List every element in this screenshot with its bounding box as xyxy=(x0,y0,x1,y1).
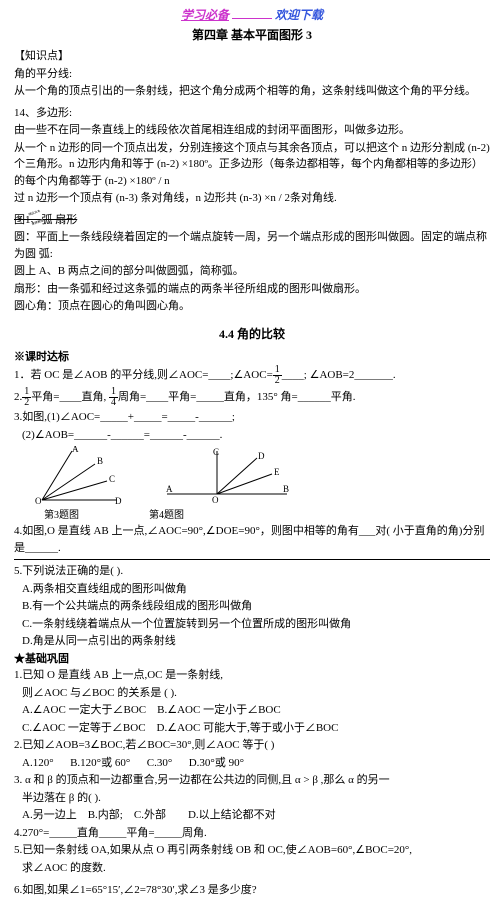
polygon-title: 14、多边形: xyxy=(14,105,490,122)
q3a: 3.如图,(1)∠AOC=_____+_____=_____-______; xyxy=(14,409,490,426)
fig4-label: 第4题图 xyxy=(149,508,184,523)
svg-text:A: A xyxy=(72,446,79,454)
b3-d: D.以上结论都不对 xyxy=(188,809,276,821)
b3b: 半边落在 β 的( ). xyxy=(22,790,490,807)
b3-opts: A.另一边上 B.内部; C.外部 D.以上结论都不对 xyxy=(22,807,490,824)
chapter-title: 第四章 基本平面图形 3 xyxy=(14,26,490,44)
figure-row: O A B C D A O B C D E xyxy=(32,446,490,506)
b4: 4.270°=_____直角_____平角=_____周角. xyxy=(14,825,490,842)
svg-text:B: B xyxy=(283,484,289,494)
angle-bisector-text: 从一个角的顶点引出的一条射线，把这个角分成两个相等的角，这条射线叫做这个角的平分… xyxy=(14,83,490,100)
fraction-half-icon: 12 xyxy=(273,365,282,386)
b2-opts: A.120° B.120°或 60° C.30° D.30°或 90° xyxy=(22,755,490,772)
goal-heading: ※课时达标 xyxy=(14,349,490,366)
b1-line: 则∠AOC 与∠BOC 的关系是 ( ). xyxy=(22,685,490,702)
basic-heading: ★基础巩固 xyxy=(14,651,490,668)
polygon-p3: 过 n 边形一个顶点有 (n-3) 条对角线，n 边形共 (n-3) ×n / … xyxy=(14,190,490,207)
svg-text:E: E xyxy=(274,467,280,477)
q5d: D.角是从同一点引出的两条射线 xyxy=(22,633,490,650)
q4: 4.如图,O 是直线 AB 上一点,∠AOC=90°,∠DOE=90°，则图中相… xyxy=(14,523,490,556)
b5b: 求∠AOC 的度数. xyxy=(22,860,490,877)
divider xyxy=(14,559,490,560)
b1a: A.∠AOC 一定大于∠BOC xyxy=(22,704,146,716)
svg-text:O: O xyxy=(212,495,219,505)
b3a: 3. α 和 β 的顶点和一边都重合,另一边都在公共边的同侧,且 α > β ,… xyxy=(14,772,490,789)
b2d: D.30°或 90° xyxy=(189,757,244,769)
q2-b: 平角=____直角, xyxy=(31,391,109,403)
b1-opts2: C.∠AOC 一定等于∠BOC D.∠AOC 可能大于,等于或小于∠BOC xyxy=(22,720,490,737)
circle-title: 图1、弧 扇形 xyxy=(14,212,490,229)
svg-text:A: A xyxy=(166,484,173,494)
angle-bisector-title: 角的平分线: xyxy=(14,66,490,83)
b2c: C.30° xyxy=(147,757,173,769)
page-header: 学习必备 欢迎下载 第四章 基本平面图形 3 xyxy=(14,6,490,44)
svg-text:O: O xyxy=(35,496,42,506)
circle-p2: 圆上 A、B 两点之间的部分叫做圆弧，简称弧。 xyxy=(14,263,490,280)
svg-text:D: D xyxy=(258,451,265,461)
b3-c: C.外部 xyxy=(134,809,166,821)
b2b: B.120°或 60° xyxy=(70,757,130,769)
polygon-p1: 由一些不在同一条直线上的线段依次首尾相连组成的封闭平面图形，叫做多边形。 xyxy=(14,122,490,139)
q2: 2.12平角=____直角, 14周角=____平角=_____直角，135° … xyxy=(14,387,490,408)
figure-4: A O B C D E xyxy=(162,446,292,506)
fraction-quarter-icon: 14 xyxy=(109,387,118,408)
q5c: C.一条射线绕着端点从一个位置旋转到另一个位置所成的图形叫做角 xyxy=(22,616,490,633)
b2a: A.120° xyxy=(22,757,54,769)
b1b: B.∠AOC 一定小于∠BOC xyxy=(157,704,281,716)
link-study[interactable]: 学习必备 xyxy=(181,8,229,22)
q1-text-a: 1．若 OC 是∠AOB 的平分线,则∠AOC=____;∠AOC= xyxy=(14,369,273,381)
svg-text:D: D xyxy=(115,496,122,506)
svg-text:C: C xyxy=(109,474,115,484)
figure-labels: 第3题图 第4题图 xyxy=(44,508,490,523)
q1-text-b: ____; ∠AOB=2_______. xyxy=(282,369,396,381)
b1: 1.已知 O 是直线 AB 上一点,OC 是一条射线, xyxy=(14,667,490,684)
svg-text:B: B xyxy=(97,456,103,466)
lesson-title: 4.4 角的比较 xyxy=(14,325,490,343)
b3-a: A.另一边上 xyxy=(22,809,77,821)
b3-b: B.内部; xyxy=(88,809,123,821)
link-download[interactable]: 欢迎下载 xyxy=(275,8,323,22)
b5a: 5.已知一条射线 OA,如果从点 O 再引两条射线 OB 和 OC,使∠AOB=… xyxy=(14,842,490,859)
b1-opts: A.∠AOC 一定大于∠BOC B.∠AOC 一定小于∠BOC xyxy=(22,702,490,719)
circle-p3: 扇形：由一条弧和经过这条弧的端点的两条半径所组成的图形叫做扇形。 xyxy=(14,281,490,298)
q3b: (2)∠AOB=______-______=______-______. xyxy=(22,427,490,444)
b1d: D.∠AOC 可能大于,等于或小于∠BOC xyxy=(157,722,339,734)
b1c: C.∠AOC 一定等于∠BOC xyxy=(22,722,146,734)
header-links: 学习必备 欢迎下载 xyxy=(14,6,490,24)
b6: 6.如图,如果∠1=65°15′,∠2=78°30′,求∠3 是多少度? xyxy=(14,882,490,899)
q5a: A.两条相交直线组成的图形叫做角 xyxy=(22,581,490,598)
circle-p1: 圆：平面上一条线段绕着固定的一个端点旋转一周，另一个端点形成的图形叫做圆。固定的… xyxy=(14,229,490,262)
figure-3: O A B C D xyxy=(32,446,122,506)
polygon-p2: 从一个 n 边形的同一个顶点出发，分别连接这个顶点与其余各顶点，可以把这个 n … xyxy=(14,140,490,190)
circle-p4: 圆心角：顶点在圆心的角叫圆心角。 xyxy=(14,298,490,315)
b2: 2.已知∠AOB=3∠BOC,若∠BOC=30°,则∠AOC 等于( ) xyxy=(14,737,490,754)
knowledge-heading: 【知识点】 xyxy=(14,48,490,65)
svg-text:C: C xyxy=(213,447,219,457)
fraction-half-icon: 12 xyxy=(22,387,31,408)
q2-a: 2. xyxy=(14,391,22,403)
q1: 1．若 OC 是∠AOB 的平分线,则∠AOC=____;∠AOC=12____… xyxy=(14,365,490,386)
q5: 5.下列说法正确的是( ). xyxy=(14,563,490,580)
q5b: B.有一个公共端点的两条线段组成的图形叫做角 xyxy=(22,598,490,615)
fig3-label: 第3题图 xyxy=(44,508,79,523)
q2-c: 周角=____平角=_____直角，135° 角=______平角. xyxy=(118,391,356,403)
